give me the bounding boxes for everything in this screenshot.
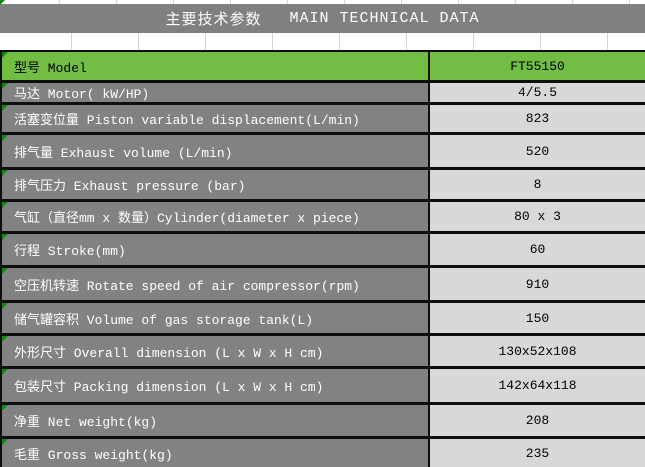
spec-label-overall-dimension[interactable]: 外形尺寸 Overall dimension (L x W x H cm)	[2, 336, 430, 366]
spec-value-text: 823	[525, 111, 550, 126]
spec-label-text: 外形尺寸 Overall dimension (L x W x H cm)	[14, 345, 324, 361]
technical-data-table: 型号 Model FT55150 马达 Motor( kW/HP) 4/5.5 …	[0, 50, 645, 467]
spec-value-gross-weight[interactable]: 235	[430, 439, 645, 467]
spec-label-text: 型号 Model	[14, 60, 87, 76]
spec-value-overall-dimension[interactable]: 130x52x108	[430, 336, 645, 366]
spec-label-text: 净重 Net weight(kg)	[14, 415, 158, 430]
spec-label-gross-weight[interactable]: 毛重 Gross weight(kg)	[2, 439, 430, 467]
cell-flag-triangle-icon	[2, 135, 8, 141]
spec-value-text: 80 x 3	[514, 209, 561, 224]
spec-label-text: 排气量 Exhaust volume (L/min)	[14, 145, 233, 161]
spec-label-piston-displacement[interactable]: 活塞变位量 Piston variable displacement(L/min…	[2, 105, 430, 132]
spec-value-cylinder[interactable]: 80 x 3	[430, 202, 645, 231]
table-row: 外形尺寸 Overall dimension (L x W x H cm) 13…	[2, 336, 645, 369]
sheet-corner-flag-triangle-icon	[0, 0, 5, 5]
table-row: 储气罐容积 Volume of gas storage tank(L) 150	[2, 303, 645, 336]
spec-value-text: 142x64x118	[498, 378, 577, 393]
table-row: 马达 Motor( kW/HP) 4/5.5	[2, 83, 645, 105]
spec-label-text: 马达 Motor( kW/HP)	[14, 87, 150, 102]
spec-value-model[interactable]: FT55150	[430, 52, 645, 80]
table-row: 包装尺寸 Packing dimension (L x W x H cm) 14…	[2, 369, 645, 405]
spec-label-text: 活塞变位量 Piston variable displacement(L/min…	[14, 113, 360, 128]
spec-value-packing-dimension[interactable]: 142x64x118	[430, 369, 645, 402]
spec-value-text: 130x52x108	[498, 343, 577, 359]
cell-flag-triangle-icon	[2, 303, 8, 309]
spec-value-tank-volume[interactable]: 150	[430, 303, 645, 333]
spec-value-net-weight[interactable]: 208	[430, 405, 645, 436]
cell-flag-triangle-icon	[2, 405, 8, 411]
cell-flag-triangle-icon	[2, 105, 8, 111]
cell-flag-triangle-icon	[2, 439, 8, 445]
cell-flag-triangle-icon	[2, 369, 8, 375]
spec-value-text: 235	[525, 445, 550, 461]
table-row: 活塞变位量 Piston variable displacement(L/min…	[2, 105, 645, 135]
table-row: 行程 Stroke(mm) 60	[2, 234, 645, 268]
cell-flag-triangle-icon	[2, 52, 8, 58]
spec-label-stroke[interactable]: 行程 Stroke(mm)	[2, 234, 430, 265]
table-row: 空压机转速 Rotate speed of air compressor(rpm…	[2, 268, 645, 303]
spec-value-piston-displacement[interactable]: 823	[430, 105, 645, 132]
spec-label-exhaust-volume[interactable]: 排气量 Exhaust volume (L/min)	[2, 135, 430, 167]
cell-flag-triangle-icon	[2, 336, 8, 342]
gridline-strip-middle	[0, 33, 645, 50]
table-row: 排气量 Exhaust volume (L/min) 520	[2, 135, 645, 170]
gridline-strip-top	[0, 0, 645, 4]
spec-value-text: 520	[525, 143, 550, 159]
cell-flag-triangle-icon	[2, 170, 8, 176]
spec-value-text: 150	[525, 310, 550, 326]
table-row: 净重 Net weight(kg) 208	[2, 405, 645, 439]
page-title-en: MAIN TECHNICAL DATA	[289, 10, 480, 27]
spec-label-net-weight[interactable]: 净重 Net weight(kg)	[2, 405, 430, 436]
spec-label-text: 排气压力 Exhaust pressure (bar)	[14, 179, 246, 194]
table-row: 气缸（直径mm x 数量）Cylinder(diameter x piece) …	[2, 202, 645, 234]
spec-label-text: 空压机转速 Rotate speed of air compressor(rpm…	[14, 278, 360, 294]
spec-value-motor[interactable]: 4/5.5	[430, 83, 645, 102]
spec-label-packing-dimension[interactable]: 包装尺寸 Packing dimension (L x W x H cm)	[2, 369, 430, 402]
table-row: 毛重 Gross weight(kg) 235	[2, 439, 645, 467]
title-band: 主要技术参数 MAIN TECHNICAL DATA	[0, 4, 645, 33]
spec-label-rotate-speed[interactable]: 空压机转速 Rotate speed of air compressor(rpm…	[2, 268, 430, 300]
spec-label-text: 包装尺寸 Packing dimension (L x W x H cm)	[14, 380, 324, 395]
spec-value-text: 910	[525, 276, 550, 292]
table-row: 型号 Model FT55150	[2, 52, 645, 83]
page-title-zh: 主要技术参数	[165, 12, 262, 29]
spec-value-text: FT55150	[510, 58, 565, 74]
spec-value-text: 208	[525, 413, 550, 428]
spec-value-exhaust-volume[interactable]: 520	[430, 135, 645, 167]
spec-value-text: 60	[529, 242, 546, 257]
spec-value-text: 4/5.5	[517, 85, 557, 100]
spec-label-text: 行程 Stroke(mm)	[14, 244, 126, 259]
spec-label-text: 毛重 Gross weight(kg)	[14, 447, 173, 463]
spec-label-text: 储气罐容积 Volume of gas storage tank(L)	[14, 312, 314, 328]
cell-flag-triangle-icon	[2, 234, 8, 240]
spec-value-rotate-speed[interactable]: 910	[430, 268, 645, 300]
spec-value-text: 8	[533, 177, 542, 192]
spec-label-model[interactable]: 型号 Model	[2, 52, 430, 80]
spec-label-tank-volume[interactable]: 储气罐容积 Volume of gas storage tank(L)	[2, 303, 430, 333]
table-row: 排气压力 Exhaust pressure (bar) 8	[2, 170, 645, 202]
spec-value-exhaust-pressure[interactable]: 8	[430, 170, 645, 199]
spec-label-text: 气缸（直径mm x 数量）Cylinder(diameter x piece)	[14, 211, 360, 226]
cell-flag-triangle-icon	[2, 83, 8, 89]
spec-label-motor[interactable]: 马达 Motor( kW/HP)	[2, 83, 430, 102]
spec-label-exhaust-pressure[interactable]: 排气压力 Exhaust pressure (bar)	[2, 170, 430, 199]
spec-label-cylinder[interactable]: 气缸（直径mm x 数量）Cylinder(diameter x piece)	[2, 202, 430, 231]
spec-value-stroke[interactable]: 60	[430, 234, 645, 265]
cell-flag-triangle-icon	[2, 202, 8, 208]
cell-flag-triangle-icon	[2, 268, 8, 274]
